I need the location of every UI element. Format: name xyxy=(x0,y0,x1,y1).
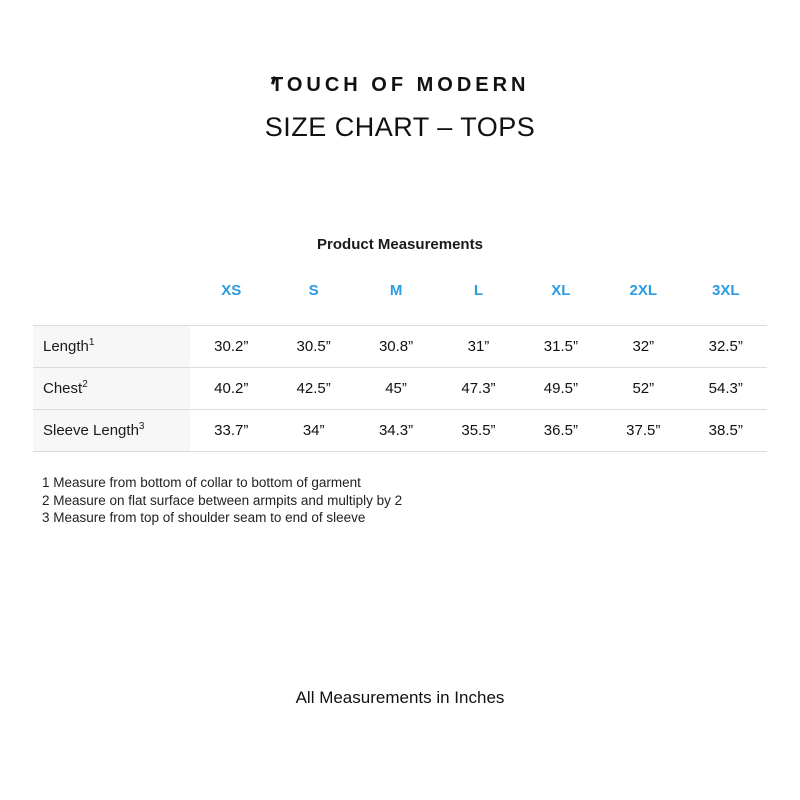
size-column-header-s: S xyxy=(308,282,319,299)
measurement-cell: 54.3” xyxy=(708,380,743,397)
table-row-length: Length1 30.2” 30.5” 30.8” 31” 31.5” 32” … xyxy=(33,325,767,368)
measurement-cell: 32” xyxy=(632,338,655,355)
page-title: SIZE CHART – TOPS xyxy=(264,112,536,142)
row-label-sleeve-length: Sleeve Length3 xyxy=(33,409,191,452)
size-column-header-2xl: 2XL xyxy=(629,282,658,299)
measurement-cell: 40.2” xyxy=(214,380,249,397)
footnote-marker: 1 xyxy=(88,337,95,348)
measurement-cell: 37.5” xyxy=(626,422,661,439)
measurement-cell: 31” xyxy=(467,338,490,355)
measurement-cell: 42.5” xyxy=(296,380,331,397)
measurement-cell: 30.8” xyxy=(378,338,414,355)
size-column-header-xl: XL xyxy=(551,282,571,299)
footnote-marker: 3 xyxy=(138,421,145,432)
row-label-text: Chest xyxy=(43,380,83,397)
measurement-cell: 30.2” xyxy=(214,338,249,355)
measurement-cell: 36.5” xyxy=(543,422,578,439)
measurement-cell: 49.5” xyxy=(543,380,578,397)
size-column-header-l: L xyxy=(473,282,484,299)
measurement-cell: 34” xyxy=(302,422,325,439)
measurement-cell: 35.5” xyxy=(461,422,496,439)
measurement-cell: 33.7” xyxy=(214,422,249,439)
footnote-1: 1 Measure from bottom of collar to botto… xyxy=(42,475,361,490)
measurement-cell: 38.5” xyxy=(708,422,743,439)
row-label-text: Sleeve Length xyxy=(43,422,139,439)
footnote-3: 3 Measure from top of shoulder seam to e… xyxy=(42,510,366,525)
size-header-row: XS S M L XL 2XL 3XL xyxy=(33,282,767,326)
footnote-2: 2 Measure on flat surface between armpit… xyxy=(42,492,403,508)
row-label-length: Length1 xyxy=(33,325,191,368)
brand-logo: TOUCH OF MODERN xyxy=(0,74,800,97)
measurement-cell: 47.3” xyxy=(461,380,496,397)
footnotes: 1 Measure from bottom of collar to botto… xyxy=(42,474,402,527)
size-column-header-xs: XS xyxy=(221,282,242,299)
table-row-chest: Chest2 40.2” 42.5” 45” 47.3” 49.5” 52” 5… xyxy=(33,367,767,410)
measurement-cell: 30.5” xyxy=(296,338,331,355)
table-caption: Product Measurements xyxy=(317,236,483,253)
units-note: All Measurements in Inches xyxy=(295,688,505,707)
measurement-cell: 34.3” xyxy=(378,422,414,439)
measurement-cell: 31.5” xyxy=(543,338,578,355)
size-column-header-m: M xyxy=(389,282,403,299)
size-column-header-3xl: 3XL xyxy=(711,282,740,299)
measurement-cell: 32.5” xyxy=(708,338,743,355)
table-row-sleeve-length: Sleeve Length3 33.7” 34” 34.3” 35.5” 36.… xyxy=(33,409,767,452)
footnote-marker: 2 xyxy=(82,379,88,390)
size-chart-table: XS S M L XL 2XL 3XL Length1 30.2” 30.5” … xyxy=(33,282,767,452)
measurement-cell: 45” xyxy=(385,380,407,397)
row-label-text: Length xyxy=(43,338,89,355)
measurement-cell: 52” xyxy=(632,380,655,397)
brand-logo-text: TOUCH OF MODERN xyxy=(270,74,530,96)
row-label-chest: Chest2 xyxy=(33,367,191,410)
header-corner-cell xyxy=(33,282,190,326)
